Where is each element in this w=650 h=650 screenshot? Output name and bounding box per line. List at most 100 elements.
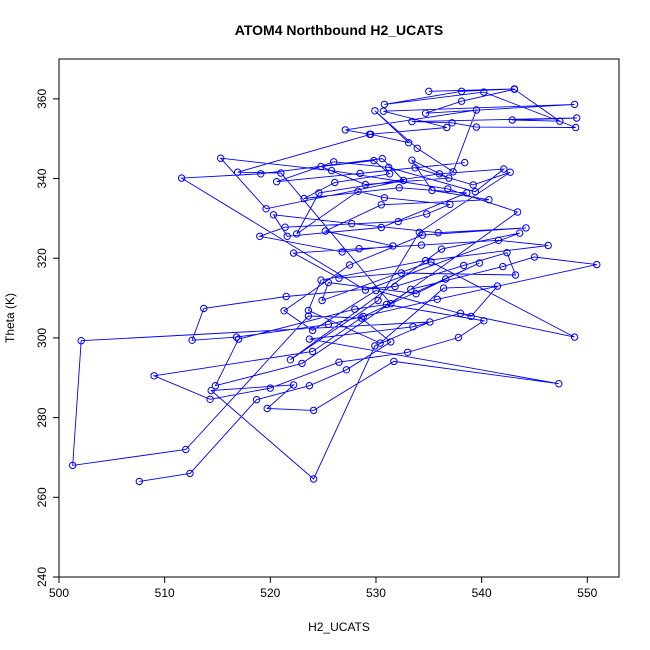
data-point [421, 109, 430, 117]
data-point [417, 241, 426, 249]
data-point [469, 181, 477, 189]
data-point [399, 176, 408, 185]
x-tick-label: 510 [155, 586, 175, 600]
data-point [395, 184, 403, 192]
data-point [494, 236, 503, 245]
data-point [500, 165, 508, 173]
x-axis-label: H2_UCATS [308, 620, 370, 634]
data-point [439, 284, 448, 292]
data-point [150, 372, 158, 380]
data-point [516, 229, 524, 237]
data-point [471, 188, 479, 196]
data-point [444, 185, 452, 193]
data-point [211, 382, 220, 390]
data-point [433, 295, 441, 303]
data-point [454, 333, 463, 342]
data-point [456, 309, 465, 317]
data-point [506, 168, 514, 176]
data-point [570, 333, 579, 341]
data-point [342, 366, 351, 374]
data-point [217, 154, 225, 162]
data-point [387, 300, 395, 308]
data-point [281, 223, 289, 231]
data-point [457, 87, 466, 96]
data-point [283, 232, 291, 241]
data-point [293, 230, 301, 238]
data-point [282, 292, 290, 301]
data-point [361, 180, 370, 189]
data-point [77, 337, 85, 345]
data-point [493, 282, 502, 290]
data-point [555, 380, 563, 388]
data-point [390, 357, 398, 366]
data-point [508, 116, 516, 124]
data-point [345, 261, 354, 269]
data-point [428, 186, 436, 195]
data-point [467, 312, 475, 321]
data-point [186, 469, 194, 478]
data-point [426, 318, 434, 326]
data-point [304, 306, 313, 315]
data-point [269, 211, 278, 219]
data-point [463, 189, 471, 197]
data-point [461, 158, 469, 167]
y-tick-label: 340 [35, 168, 49, 188]
data-point [308, 347, 317, 356]
data-point [434, 229, 442, 237]
data-point [277, 169, 285, 177]
data-point [354, 187, 362, 196]
data-point [200, 304, 208, 313]
data-point [385, 163, 393, 172]
data-point [412, 290, 420, 298]
data-point [318, 296, 326, 305]
data-point [421, 256, 430, 265]
data-point [371, 107, 379, 115]
data-point [273, 178, 281, 186]
data-point [324, 278, 333, 287]
data-point [407, 285, 415, 293]
data-point [572, 123, 580, 132]
data-point [408, 117, 416, 126]
data-point [361, 286, 370, 294]
data-point [298, 359, 306, 368]
data-point [188, 336, 196, 344]
y-tick-label: 280 [35, 407, 49, 427]
data-point [305, 335, 314, 343]
data-point [135, 477, 144, 486]
data-point [475, 259, 484, 267]
data-point [510, 85, 519, 93]
data-point [351, 305, 359, 313]
data-point [266, 384, 274, 392]
data-point [335, 358, 343, 366]
data-point [378, 154, 386, 163]
data-point [321, 227, 329, 235]
data-point [391, 282, 399, 291]
y-axis-label: Theta (K) [3, 293, 17, 343]
data-point [207, 386, 215, 395]
data-point [233, 168, 242, 176]
plot-area [69, 85, 601, 486]
data-point [472, 106, 481, 114]
data-point [485, 196, 493, 204]
data-point [335, 274, 343, 282]
data-point [317, 276, 325, 284]
data-point [377, 201, 385, 209]
plot-frame [58, 58, 620, 578]
data-point [570, 100, 579, 109]
data-point [397, 269, 405, 277]
data-point [415, 228, 423, 237]
data-point [448, 119, 456, 127]
data-point [324, 320, 333, 329]
data-point [289, 381, 298, 389]
data-point [446, 200, 454, 209]
x-tick-label: 550 [577, 586, 597, 600]
data-point [404, 348, 412, 356]
data-point [327, 166, 336, 175]
data-point [370, 156, 378, 165]
data-point [263, 404, 271, 413]
data-point [182, 445, 190, 454]
data-point [449, 168, 457, 176]
y-tick-label: 320 [35, 248, 49, 268]
data-point [427, 258, 435, 266]
